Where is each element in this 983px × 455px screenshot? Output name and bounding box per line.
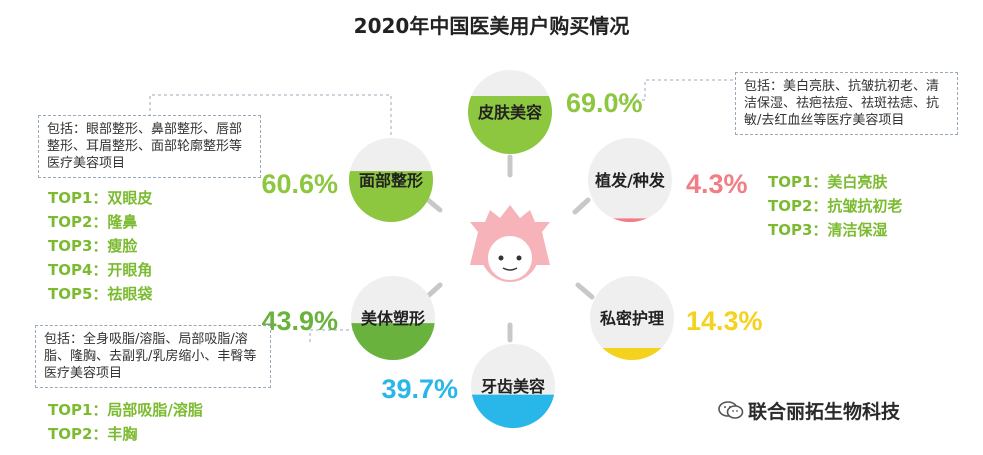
skin-top-list: TOP1：美白亮肤 TOP2：抗皱抗初老 TOP3：清洁保湿 bbox=[768, 170, 902, 242]
bubble-fill bbox=[351, 323, 435, 360]
bubble-percent-label: 39.7% bbox=[381, 374, 458, 404]
bubble-label: 植发/种发 bbox=[594, 171, 666, 190]
bubble-percent-label: 14.3% bbox=[686, 306, 763, 336]
bubble-label: 面部整形 bbox=[359, 171, 423, 190]
bubble-percent-label: 60.6% bbox=[261, 169, 338, 199]
bubble-6: 面部整形 60.6% bbox=[261, 138, 433, 222]
body-note-box: 包括：全身吸脂/溶脂、局部吸脂/溶脂、隆胸、去副乳/乳房缩小、丰臀等医疗美容项目 bbox=[35, 325, 271, 388]
bubble-label: 私密护理 bbox=[600, 309, 664, 328]
body-top-item: TOP2：丰胸 bbox=[48, 425, 138, 443]
bubble-fill bbox=[471, 394, 555, 428]
skin-top-item: TOP3：清洁保湿 bbox=[768, 221, 888, 239]
face-top-list: TOP1：双眼皮 TOP2：隆鼻 TOP3：瘦脸 TOP4：开眼角 TOP5：祛… bbox=[48, 186, 152, 306]
bubble-percent-label: 69.0% bbox=[566, 88, 643, 118]
watermark: 联合丽拓生物科技 bbox=[718, 397, 900, 425]
bubble-5: 美体塑形 43.9% bbox=[261, 276, 435, 360]
watermark-text: 联合丽拓生物科技 bbox=[748, 401, 901, 423]
face-top-item: TOP3：瘦脸 bbox=[48, 237, 138, 255]
bubble-fill bbox=[588, 218, 672, 222]
wechat-icon bbox=[718, 400, 744, 425]
spokes bbox=[425, 154, 595, 343]
bubble-label: 牙齿美容 bbox=[481, 377, 545, 396]
skin-top-item: TOP2：抗皱抗初老 bbox=[768, 197, 903, 215]
bubble-background bbox=[590, 276, 674, 360]
face-top-item: TOP1：双眼皮 bbox=[48, 189, 153, 207]
bubble-2: 植发/种发 4.3% bbox=[588, 138, 748, 222]
body-top-list: TOP1：局部吸脂/溶脂 TOP2：丰胸 bbox=[48, 398, 203, 446]
bubble-percent-label: 43.9% bbox=[261, 306, 338, 336]
face-note-text: 包括：眼部整形、鼻部整形、唇部整形、耳眉整形、面部轮廓整形等医疗美容项目 bbox=[47, 122, 243, 171]
bubble-3: 私密护理 14.3% bbox=[590, 276, 763, 360]
skin-note-box: 包括：美白亮肤、抗皱抗初老、清洁保湿、祛疤祛痘、祛斑祛痣、抗敏/去红血丝等医疗美… bbox=[735, 72, 958, 135]
skin-top-item: TOP1：美白亮肤 bbox=[768, 173, 888, 191]
skin-note-text: 包括：美白亮肤、抗皱抗初老、清洁保湿、祛疤祛痘、祛斑祛痣、抗敏/去红血丝等医疗美… bbox=[744, 79, 940, 128]
chart-title: 2020年中国医美用户购买情况 bbox=[353, 14, 630, 38]
body-note-text: 包括：全身吸脂/溶脂、局部吸脂/溶脂、隆胸、去副乳/乳房缩小、丰臀等医疗美容项目 bbox=[44, 332, 257, 381]
bubble-1: 皮肤美容 69.0% bbox=[468, 70, 643, 154]
bubble-fill bbox=[590, 347, 674, 360]
body-top-item: TOP1：局部吸脂/溶脂 bbox=[48, 401, 203, 419]
face-top-item: TOP4：开眼角 bbox=[48, 261, 153, 279]
face-note-box: 包括：眼部整形、鼻部整形、唇部整形、耳眉整形、面部轮廓整形等医疗美容项目 bbox=[38, 115, 261, 178]
bubble-label: 皮肤美容 bbox=[477, 103, 542, 122]
face-top-item: TOP2：隆鼻 bbox=[48, 213, 138, 231]
bubble-label: 美体塑形 bbox=[361, 309, 425, 328]
bubble-background bbox=[588, 138, 672, 222]
bubble-percent-label: 4.3% bbox=[686, 169, 748, 199]
face-top-item: TOP5：祛眼袋 bbox=[48, 285, 153, 303]
center-avatar-icon bbox=[470, 205, 550, 282]
